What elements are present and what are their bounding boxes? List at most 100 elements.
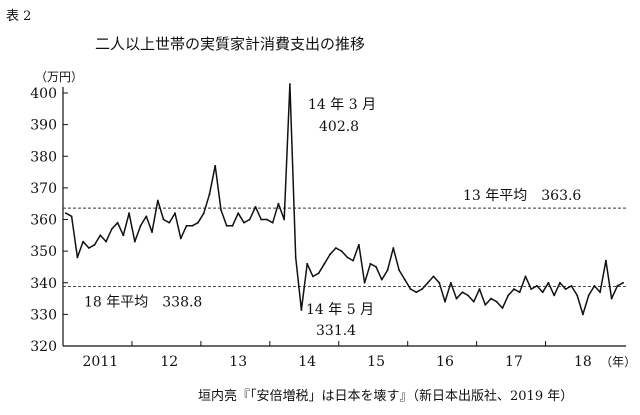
data-point [369, 262, 372, 265]
data-point [271, 221, 274, 224]
y-tick-label-380: 380 [30, 149, 57, 165]
data-point [300, 309, 303, 311]
y-tick-label-320: 320 [30, 339, 57, 355]
data-point [513, 288, 515, 290]
data-point [312, 275, 314, 278]
data-point [536, 285, 538, 287]
data-point [254, 205, 257, 208]
data-point [116, 221, 119, 224]
data-point [352, 259, 355, 262]
data-point [467, 294, 469, 297]
data-point [110, 228, 113, 230]
data-point [570, 285, 573, 287]
data-point [64, 212, 67, 215]
data-point [99, 234, 102, 237]
data-point [449, 281, 452, 284]
table-label: 表 2 [6, 9, 32, 24]
data-point [582, 313, 584, 316]
data-point [576, 294, 579, 297]
data-point [208, 193, 211, 196]
data-point [461, 291, 464, 294]
data-point [76, 256, 79, 259]
data-point [386, 269, 389, 271]
data-point [294, 256, 297, 259]
reference-lines: 13 年平均 363.6 18 年平均 338.8 [63, 188, 626, 311]
data-point [398, 269, 400, 271]
data-point [507, 294, 510, 297]
data-point [587, 294, 590, 297]
data-point [444, 300, 446, 303]
source-caption: 垣内亮『「安倍増税」は日本を壊す』（新日本出版社、2019 年） [198, 389, 574, 404]
y-axis: 320 330 340 350 360 370 380 390 400 [30, 86, 68, 355]
data-point [156, 199, 159, 202]
data-point [415, 291, 418, 294]
data-point [128, 212, 130, 215]
data-point [518, 291, 521, 294]
data-point [231, 224, 234, 227]
data-point [564, 288, 567, 290]
y-tick-label-350: 350 [30, 244, 57, 260]
x-tick-label-16: 16 [436, 354, 454, 370]
data-point [392, 247, 395, 249]
data-point [484, 303, 487, 306]
data-point [559, 281, 561, 284]
reference-label-0: 13 年平均 363.6 [463, 188, 581, 204]
plot-frame [62, 87, 626, 347]
x-unit-label: （年） [600, 355, 636, 369]
data-point [197, 221, 199, 224]
data-point [357, 243, 360, 246]
data-point [179, 237, 182, 240]
data-point [524, 275, 527, 278]
y-tick-label-330: 330 [30, 307, 57, 323]
data-point [70, 215, 73, 218]
y-tick-label-340: 340 [30, 276, 57, 292]
y-unit-label: （万円） [35, 70, 83, 84]
data-point [455, 297, 458, 300]
data-point [87, 247, 90, 249]
data-point [168, 221, 171, 224]
data-point [501, 307, 504, 309]
data-point [323, 262, 326, 265]
data-point [478, 288, 481, 290]
data-point [82, 240, 85, 243]
y-tick-label-390: 390 [30, 118, 57, 134]
data-point [260, 218, 263, 221]
data-point [237, 212, 240, 215]
data-point [547, 281, 550, 284]
data-point [438, 281, 441, 284]
data-point [541, 291, 544, 294]
x-tick-label-15: 15 [367, 354, 385, 370]
y-tick-label-360: 360 [30, 213, 57, 229]
data-point [530, 288, 533, 290]
data-point [426, 281, 429, 284]
annotation-trough-value: 331.4 [316, 323, 356, 339]
series-group [64, 83, 625, 316]
data-point [306, 262, 309, 265]
data-point [363, 281, 366, 284]
data-point [289, 83, 291, 86]
data-point [105, 240, 107, 243]
data-point [243, 221, 245, 224]
data-point [139, 224, 142, 227]
y-tick-label-400: 400 [30, 86, 57, 102]
data-point [610, 297, 613, 300]
data-point [375, 266, 377, 268]
data-point [380, 278, 383, 281]
data-point [599, 291, 602, 294]
chart-title: 二人以上世帯の実質家計消費支出の推移 [95, 35, 366, 53]
data-point [93, 243, 96, 246]
data-point [495, 300, 498, 303]
data-point [472, 300, 475, 303]
data-point [317, 272, 320, 275]
series-line [65, 83, 624, 316]
data-point [329, 253, 332, 256]
y-tick-label-370: 370 [30, 181, 57, 197]
data-point [421, 288, 423, 290]
data-point [593, 285, 596, 287]
x-tick-label-14: 14 [298, 354, 316, 370]
data-point [133, 240, 136, 243]
data-point [266, 218, 268, 221]
data-point [145, 215, 148, 218]
data-point [185, 224, 188, 227]
